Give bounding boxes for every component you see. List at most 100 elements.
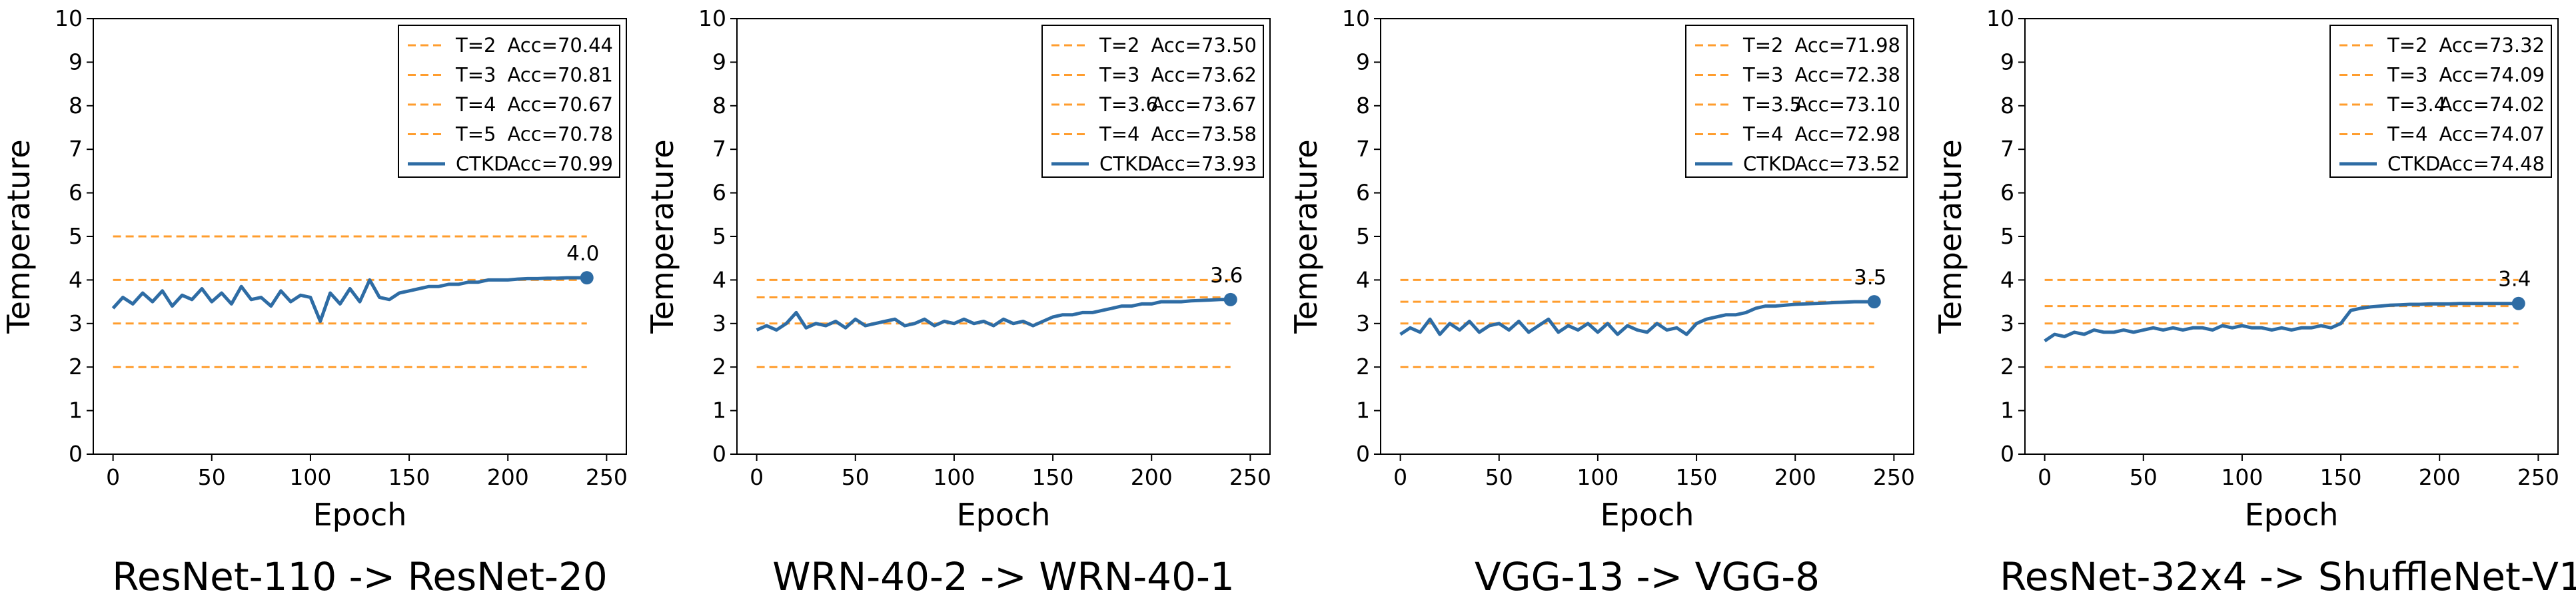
- y-tick-label: 2: [712, 354, 726, 380]
- y-tick-label: 2: [1356, 354, 1370, 380]
- legend-acc: Acc=73.52: [1794, 152, 1900, 175]
- y-tick-label: 9: [69, 49, 83, 75]
- legend-label: CTKD: [1099, 152, 1152, 175]
- x-tick-label: 200: [1131, 464, 1173, 490]
- x-tick-label: 150: [1032, 464, 1074, 490]
- y-tick-label: 4: [2000, 266, 2014, 292]
- legend-label: T=3: [455, 64, 496, 87]
- x-tick-label: 250: [2517, 464, 2559, 490]
- legend-label: T=3: [2387, 64, 2427, 87]
- legend-box: [1041, 25, 1264, 178]
- legend-label: T=4: [2387, 123, 2427, 146]
- x-tick-label: 100: [1577, 464, 1618, 490]
- x-axis-label: Epoch: [957, 497, 1051, 533]
- y-axis-label: Temperature: [1, 139, 37, 334]
- y-axis-label: Temperature: [644, 139, 680, 334]
- legend-acc: Acc=72.98: [1794, 123, 1900, 146]
- ctkd-end-marker: [580, 271, 594, 285]
- y-tick-label: 4: [1356, 266, 1370, 292]
- x-tick-label: 50: [842, 464, 870, 490]
- y-tick-label: 1: [69, 398, 83, 424]
- x-tick-label: 0: [2038, 464, 2052, 490]
- y-tick-label: 1: [712, 398, 726, 424]
- y-tick-label: 7: [712, 136, 726, 162]
- legend-acc: Acc=74.09: [2439, 64, 2545, 87]
- legend-box: [1685, 25, 1908, 178]
- y-tick-label: 7: [1356, 136, 1370, 162]
- y-tick-label: 2: [2000, 354, 2014, 380]
- x-tick-label: 100: [2221, 464, 2263, 490]
- y-tick-label: 1: [1356, 398, 1370, 424]
- y-tick-label: 8: [69, 93, 83, 119]
- y-tick-label: 10: [1986, 5, 2014, 31]
- ctkd-end-marker: [1223, 292, 1237, 306]
- legend-acc: Acc=70.78: [507, 123, 613, 146]
- legend-acc: Acc=71.98: [1794, 34, 1900, 57]
- legend-label: T=3.4: [2387, 93, 2446, 116]
- y-axis-label: Temperature: [1288, 139, 1324, 334]
- ctkd-end-label: 4.0: [566, 242, 599, 266]
- y-tick-label: 3: [712, 310, 726, 336]
- x-axis-label: Epoch: [2245, 497, 2339, 533]
- legend-label: CTKD: [456, 152, 508, 175]
- ctkd-end-marker: [1867, 295, 1881, 309]
- y-tick-label: 3: [69, 310, 83, 336]
- x-tick-label: 150: [388, 464, 430, 490]
- legend-label: T=4: [1099, 123, 1139, 146]
- legend-acc: Acc=70.67: [507, 93, 613, 116]
- y-tick-label: 0: [1356, 441, 1370, 467]
- legend-acc: Acc=73.62: [1151, 64, 1257, 87]
- x-tick-label: 150: [2320, 464, 2362, 490]
- legend-label: CTKD: [2387, 152, 2440, 175]
- ctkd-end-label: 3.5: [1854, 266, 1886, 290]
- legend-acc: Acc=74.02: [2439, 93, 2545, 116]
- y-axis-label: Temperature: [1932, 139, 1968, 334]
- legend-box: [398, 25, 620, 178]
- x-tick-label: 50: [1485, 464, 1513, 490]
- ctkd-series-line: [756, 298, 1231, 332]
- ctkd-end-label: 3.6: [1210, 264, 1243, 288]
- y-tick-label: 10: [1342, 5, 1370, 31]
- y-tick-label: 6: [69, 180, 83, 206]
- chart-subtitle: WRN-40-2 -> WRN-40-1: [772, 554, 1235, 599]
- legend-label: T=3: [1099, 64, 1139, 87]
- ctkd-end-label: 3.4: [2498, 268, 2531, 292]
- y-tick-label: 2: [69, 354, 83, 380]
- x-tick-label: 100: [933, 464, 975, 490]
- x-tick-label: 150: [1676, 464, 1718, 490]
- legend-label: T=3: [1742, 64, 1783, 87]
- x-axis-label: Epoch: [313, 497, 407, 533]
- legend-label: T=2: [2387, 34, 2427, 57]
- y-tick-label: 6: [2000, 180, 2014, 206]
- y-tick-label: 7: [69, 136, 83, 162]
- ctkd-series-line: [2044, 302, 2519, 343]
- legend-label: T=4: [455, 93, 496, 116]
- y-tick-label: 9: [712, 49, 726, 75]
- chart-subtitle: ResNet-32x4 -> ShuffleNet-V1: [2000, 554, 2576, 599]
- legend-acc: Acc=70.44: [507, 34, 613, 57]
- x-tick-label: 200: [1774, 464, 1816, 490]
- ctkd-end-marker: [2511, 296, 2525, 310]
- x-axis-label: Epoch: [1601, 497, 1694, 533]
- legend-box: [2329, 25, 2552, 178]
- x-tick-label: 0: [106, 464, 120, 490]
- y-tick-label: 8: [712, 93, 726, 119]
- legend-acc: Acc=73.32: [2439, 34, 2545, 57]
- y-tick-label: 6: [1356, 180, 1370, 206]
- y-tick-label: 0: [712, 441, 726, 467]
- legend-label: T=3.6: [1099, 93, 1158, 116]
- y-tick-label: 5: [69, 223, 83, 249]
- legend-acc: Acc=73.50: [1151, 34, 1257, 57]
- legend-label: CTKD: [1743, 152, 1796, 175]
- x-tick-label: 200: [2419, 464, 2461, 490]
- y-tick-label: 5: [712, 223, 726, 249]
- x-tick-label: 250: [1873, 464, 1915, 490]
- x-tick-label: 50: [2130, 464, 2158, 490]
- legend-acc: Acc=73.93: [1151, 152, 1257, 175]
